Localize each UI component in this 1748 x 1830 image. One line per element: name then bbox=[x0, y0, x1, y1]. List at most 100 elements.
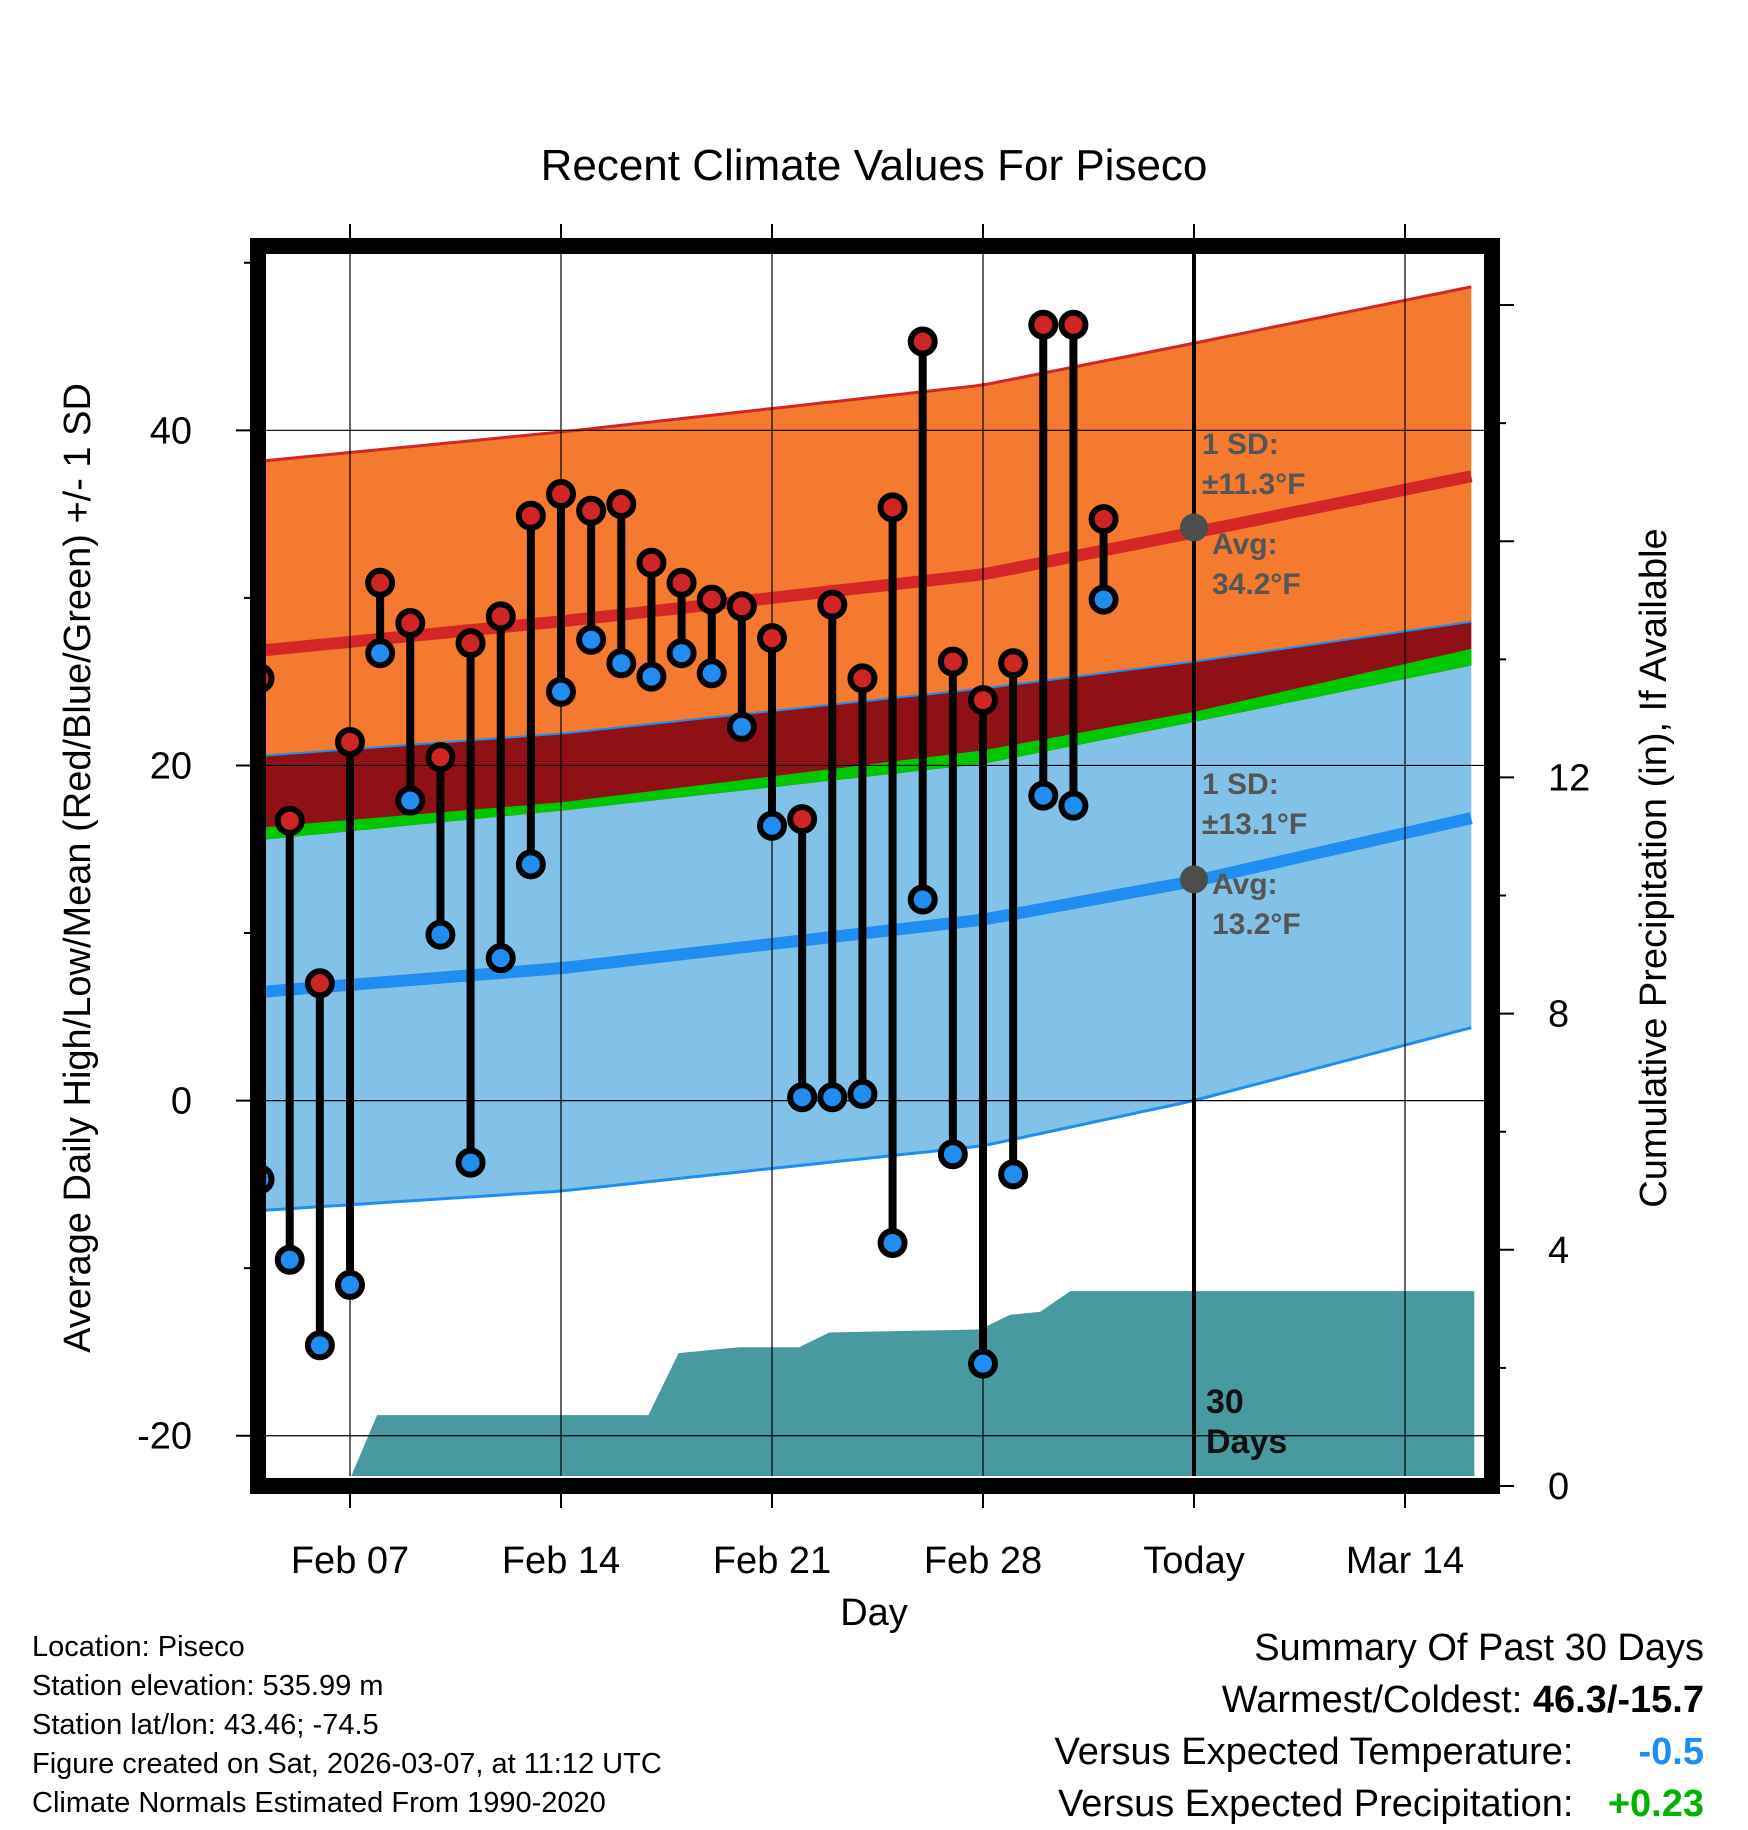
low-lower-line bbox=[266, 1026, 1472, 1212]
high-sd-value: ±11.3°F bbox=[1202, 468, 1306, 501]
x-tick-label: Feb 28 bbox=[924, 1540, 1042, 1582]
precip-label: Versus Expected Precipitation: bbox=[1058, 1783, 1574, 1825]
daily-high-point bbox=[455, 628, 486, 659]
daily-high-point bbox=[335, 727, 365, 757]
x-tick-label: Feb 14 bbox=[502, 1540, 620, 1582]
daily-high-point bbox=[365, 567, 396, 598]
summary-panel: Summary Of Past 30 Days Warmest/Coldest:… bbox=[1055, 1622, 1704, 1830]
daily-low-point bbox=[937, 1139, 968, 1170]
daily-low-point bbox=[726, 711, 757, 742]
high-sd-band bbox=[266, 286, 1472, 756]
daily-high-point bbox=[787, 804, 818, 835]
y-axis-label: Average Daily High/Low/Mean (Red/Blue/Gr… bbox=[57, 383, 99, 1353]
daily-low-point bbox=[335, 1269, 365, 1300]
daily-low-point bbox=[266, 1165, 275, 1193]
daily-high-point bbox=[847, 663, 878, 694]
daily-high-point bbox=[576, 495, 607, 526]
summary-warm-cold: Warmest/Coldest: 46.3/-15.7 bbox=[1055, 1674, 1704, 1726]
daily-high-point bbox=[937, 646, 968, 677]
daily-high-point bbox=[485, 601, 516, 632]
mean-band bbox=[266, 648, 1472, 840]
x-tick-label: Today bbox=[1143, 1540, 1244, 1582]
daily-high-point bbox=[266, 664, 275, 692]
daily-low-point bbox=[907, 884, 938, 915]
precip-value: +0.23 bbox=[1607, 1783, 1704, 1825]
daily-high-point bbox=[515, 500, 546, 531]
latlon-text: Station lat/lon: 43.46; -74.5 bbox=[32, 1709, 379, 1741]
daily-low-point bbox=[217, 1052, 241, 1076]
daily-low-point bbox=[998, 1159, 1029, 1190]
summary-temperature: Versus Expected Temperature: -0.5 bbox=[1055, 1726, 1704, 1778]
daily-low-point bbox=[1058, 790, 1089, 821]
daily-low-point bbox=[365, 638, 396, 669]
location-text: Location: Piseco bbox=[32, 1631, 245, 1663]
plot-area: 1 SD: ±11.3°F Avg: 34.2°F 1 SD: ±13.1°F Avg: 13… bbox=[217, 248, 1484, 1476]
daily-low-point bbox=[757, 810, 787, 841]
daily-high-point bbox=[606, 489, 637, 520]
warm-cold-value: 46.3/-15.7 bbox=[1532, 1679, 1704, 1721]
high-avg-marker bbox=[1180, 513, 1208, 542]
daily-high-point bbox=[998, 648, 1029, 679]
daily-low-point bbox=[576, 624, 607, 655]
high-avg-label: Avg: bbox=[1212, 528, 1278, 561]
daily-low-point bbox=[1088, 584, 1119, 615]
daily-high-point bbox=[304, 968, 335, 999]
low-sd-label: 1 SD: bbox=[1202, 768, 1279, 801]
daily-low-point bbox=[395, 785, 426, 816]
overlap-band bbox=[266, 621, 1472, 840]
daily-low-point bbox=[485, 943, 516, 974]
daily-high-point bbox=[1058, 309, 1089, 340]
temp-label: Versus Expected Temperature: bbox=[1054, 1731, 1574, 1773]
daily-high-point bbox=[817, 589, 848, 620]
y2-tick-label: 8 bbox=[1548, 994, 1569, 1036]
daily-low-point bbox=[787, 1082, 818, 1113]
precip-area bbox=[351, 1291, 1475, 1476]
elevation-text: Station elevation: 535.99 m bbox=[32, 1670, 384, 1702]
low-sd-value: ±13.1°F bbox=[1202, 808, 1307, 841]
summary-precipitation: Versus Expected Precipitation: +0.23 bbox=[1055, 1778, 1704, 1830]
low-avg-marker bbox=[1180, 865, 1208, 894]
daily-high-point bbox=[217, 686, 241, 710]
daily-low-point bbox=[1028, 780, 1059, 811]
daily-high-point bbox=[968, 685, 998, 716]
y-tick-label: 0 bbox=[171, 1081, 192, 1123]
axes: -20 0 20 40 0 4 8 12 Feb 07 Feb 14 Feb 21 Feb 28 Tod… bbox=[137, 224, 1590, 1582]
daily-high-point bbox=[726, 591, 757, 622]
daily-low-point bbox=[636, 661, 667, 692]
daily-high-point bbox=[1088, 504, 1119, 535]
daily-high-point bbox=[757, 623, 787, 654]
y-tick-label: 20 bbox=[150, 745, 192, 787]
daily-high-point bbox=[395, 608, 426, 639]
daily-low-point bbox=[968, 1348, 998, 1379]
daily-low-point bbox=[274, 1244, 305, 1275]
x-axis-label: Day bbox=[840, 1592, 908, 1634]
daily-low-point bbox=[425, 919, 456, 950]
x-tick-label: Feb 21 bbox=[713, 1540, 831, 1582]
created-text: Figure created on Sat, 2026-03-07, at 11… bbox=[32, 1748, 662, 1780]
station-info: Location: Piseco Station elevation: 535.… bbox=[32, 1628, 662, 1823]
y2-axis-label: Cumulative Precipitation (in), If Availa… bbox=[1633, 528, 1675, 1207]
daily-high-point bbox=[907, 326, 938, 357]
daily-low-point bbox=[847, 1078, 878, 1109]
low-avg-label: Avg: bbox=[1212, 868, 1278, 901]
chart-title: Recent Climate Values For Piseco bbox=[541, 141, 1208, 190]
high-upper-line bbox=[266, 285, 1472, 463]
daily-low-point bbox=[817, 1082, 848, 1113]
daily-high-point bbox=[696, 584, 727, 615]
daily-high-point bbox=[1028, 309, 1059, 340]
daily-low-point bbox=[666, 638, 697, 669]
daily-low-point bbox=[304, 1330, 335, 1361]
daily-high-point bbox=[546, 479, 576, 509]
days-label-number: 30 bbox=[1206, 1383, 1244, 1421]
high-avg-value: 34.2°F bbox=[1212, 568, 1301, 601]
y-tick-label: 40 bbox=[150, 410, 192, 452]
daily-low-point bbox=[515, 849, 546, 880]
x-tick-label: Mar 14 bbox=[1346, 1540, 1464, 1582]
y2-tick-label: 0 bbox=[1548, 1466, 1569, 1508]
days-label-text: Days bbox=[1206, 1423, 1287, 1461]
temp-value: -0.5 bbox=[1638, 1731, 1704, 1773]
daily-low-point bbox=[606, 648, 637, 679]
x-tick-label: Feb 07 bbox=[291, 1540, 409, 1582]
daily-high-point bbox=[636, 547, 667, 578]
